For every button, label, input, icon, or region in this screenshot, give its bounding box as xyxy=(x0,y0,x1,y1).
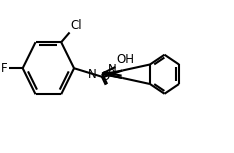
Text: N: N xyxy=(108,63,117,76)
Text: O: O xyxy=(100,69,110,82)
Text: OH: OH xyxy=(117,53,135,66)
Text: N: N xyxy=(88,68,97,81)
Text: Cl: Cl xyxy=(70,19,82,32)
Text: F: F xyxy=(1,62,8,75)
